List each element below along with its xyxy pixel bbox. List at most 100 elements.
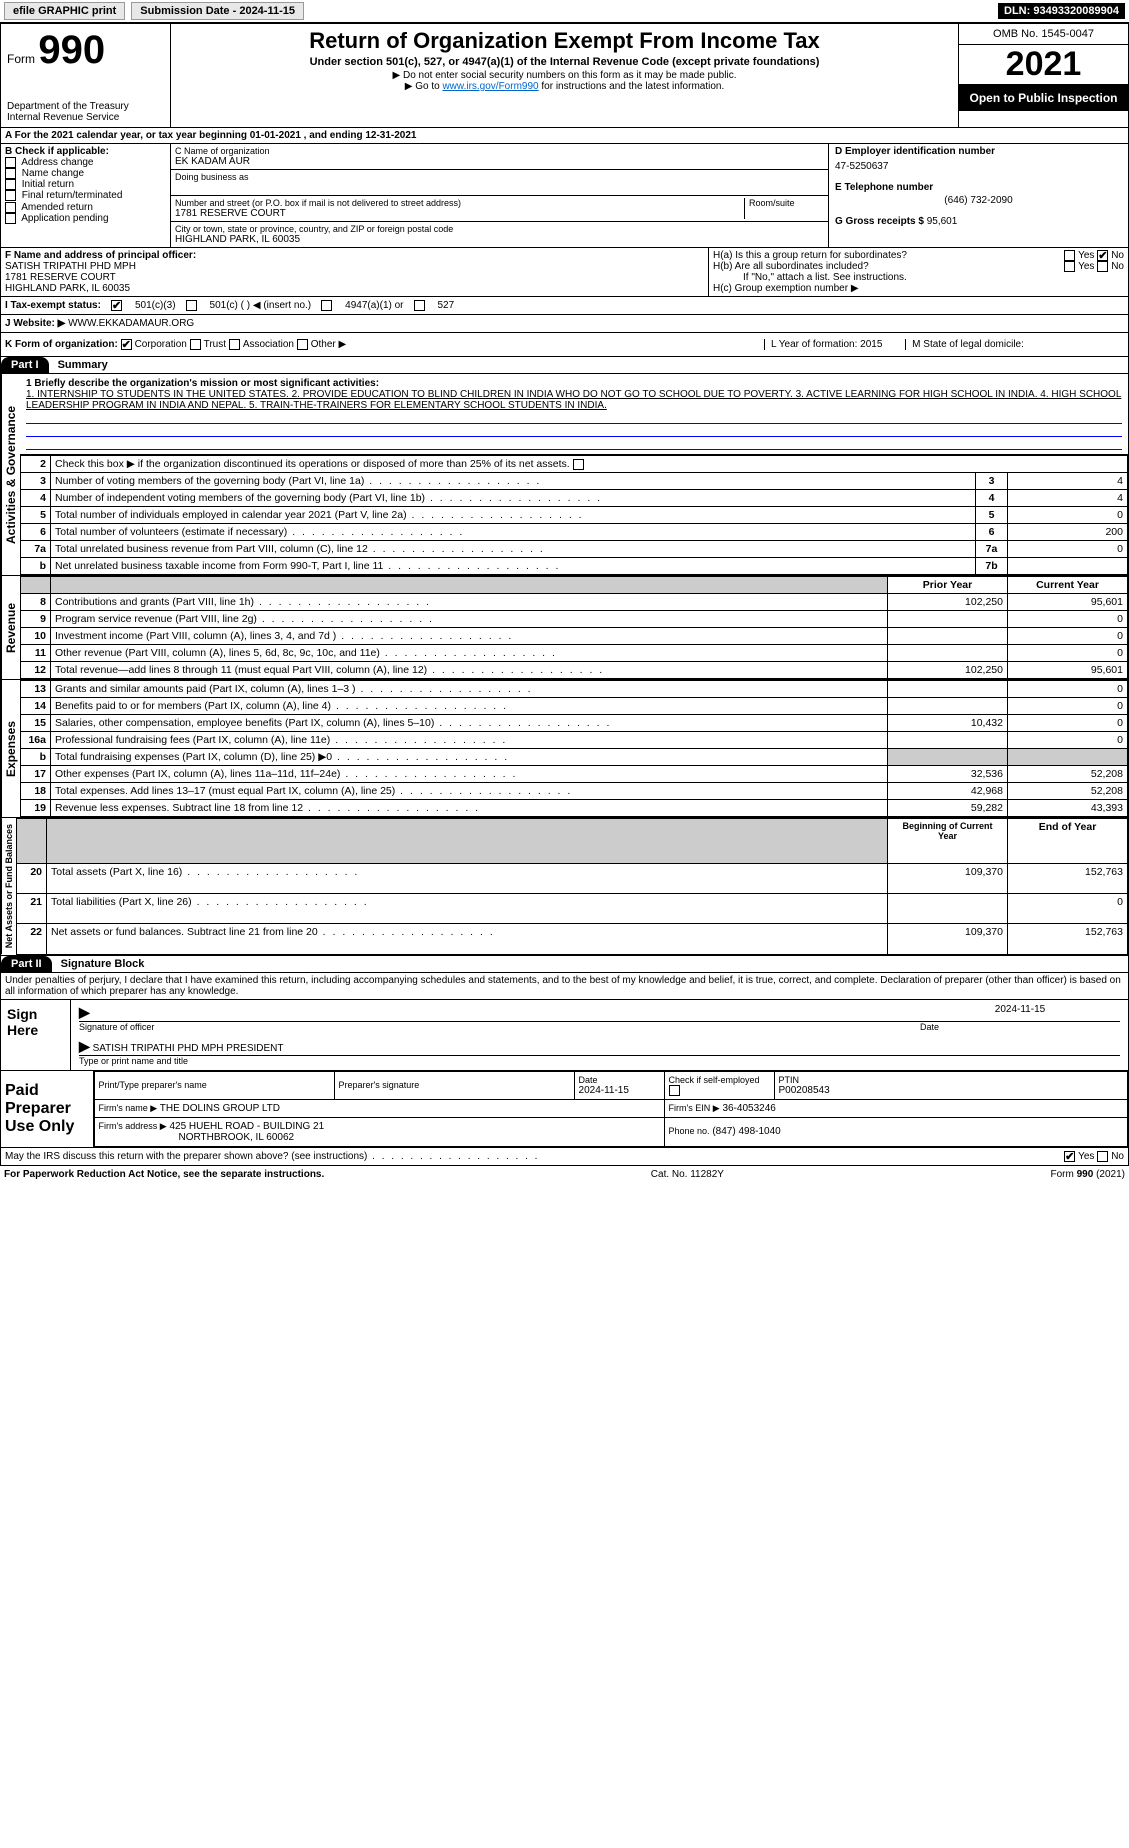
i-4947-checkbox[interactable] xyxy=(321,300,332,311)
boxb-item: Address change xyxy=(5,157,166,168)
irs-link[interactable]: www.irs.gov/Form990 xyxy=(442,81,538,92)
i-opt-3: 527 xyxy=(438,300,455,311)
discuss-yes-checkbox[interactable] xyxy=(1064,1151,1075,1162)
page-footer: For Paperwork Reduction Act Notice, see … xyxy=(0,1166,1129,1183)
omb-number: OMB No. 1545-0047 xyxy=(959,24,1128,45)
submission-date: 2024-11-15 xyxy=(239,5,295,17)
firm-addr-label: Firm's address ▶ xyxy=(99,1121,167,1131)
sig-date: 2024-11-15 xyxy=(920,1004,1120,1022)
hb-note: If "No," attach a list. See instructions… xyxy=(713,272,1124,283)
sign-here-block: Sign Here ▶ Signature of officer 2024-11… xyxy=(0,1000,1129,1071)
part2-title: Signature Block xyxy=(61,958,145,970)
k-assoc-checkbox[interactable] xyxy=(229,339,240,350)
pp-h4: Check if self-employed xyxy=(669,1075,770,1096)
table-row: bNet unrelated business taxable income f… xyxy=(21,558,1128,575)
period-mid: , and ending xyxy=(304,130,366,141)
pp-h2: Preparer's signature xyxy=(339,1080,570,1090)
phone-label: Phone no. xyxy=(669,1126,710,1136)
type-label: Type or print name and title xyxy=(79,1056,1120,1066)
j-label: J Website: ▶ xyxy=(5,318,65,329)
line2: Check this box ▶ if the organization dis… xyxy=(51,456,1128,473)
vlabel-net: Net Assets or Fund Balances xyxy=(1,818,16,954)
k-opt-3: Other ▶ xyxy=(311,339,346,350)
table-row: 14Benefits paid to or for members (Part … xyxy=(21,698,1128,715)
part1-body: Activities & Governance 1 Briefly descri… xyxy=(0,374,1129,576)
box-klm: K Form of organization: Corporation Trus… xyxy=(0,333,1129,357)
firm-name-label: Firm's name ▶ xyxy=(99,1103,158,1113)
k-trust-checkbox[interactable] xyxy=(190,339,201,350)
period-a-label: A xyxy=(5,130,15,141)
boxb-checkbox[interactable] xyxy=(5,190,16,201)
org-name: EK KADAM AUR xyxy=(175,156,824,167)
hb-yes-checkbox[interactable] xyxy=(1064,261,1075,272)
k-other-checkbox[interactable] xyxy=(297,339,308,350)
hdr-curr: Current Year xyxy=(1008,577,1128,594)
paid-prep-table: Print/Type preparer's name Preparer's si… xyxy=(94,1071,1128,1147)
exp-table: 13Grants and similar amounts paid (Part … xyxy=(20,680,1128,817)
boxb-checkbox[interactable] xyxy=(5,213,16,224)
firm-addr2: NORTHBROOK, IL 60062 xyxy=(179,1132,295,1143)
pp-date: 2024-11-15 xyxy=(579,1085,660,1096)
pp-h5: PTIN xyxy=(779,1075,1123,1085)
part2-label: Part II xyxy=(1,956,52,972)
i-opt-2: 4947(a)(1) or xyxy=(345,300,403,311)
table-row: 9Program service revenue (Part VIII, lin… xyxy=(21,611,1128,628)
street-value: 1781 RESERVE COURT xyxy=(175,208,744,219)
table-row: 6Total number of volunteers (estimate if… xyxy=(21,524,1128,541)
dln-value: 93493320089904 xyxy=(1033,5,1119,17)
box-h: H(a) Is this a group return for subordin… xyxy=(708,248,1128,296)
i-501c-checkbox[interactable] xyxy=(186,300,197,311)
irs-label: Internal Revenue Service xyxy=(7,112,164,123)
type-name: SATISH TRIPATHI PHD MPH PRESIDENT xyxy=(93,1043,284,1054)
box-c: C Name of organization EK KADAM AUR Doin… xyxy=(171,144,828,247)
ha-no-checkbox[interactable] xyxy=(1097,250,1108,261)
hb-yesno: Yes No xyxy=(1064,261,1124,272)
hb-no-checkbox[interactable] xyxy=(1097,261,1108,272)
hdr-end: End of Year xyxy=(1008,819,1128,863)
k-label: K Form of organization: xyxy=(5,339,118,350)
g-label: G Gross receipts $ xyxy=(835,216,924,227)
hdr-begin: Beginning of Current Year xyxy=(888,819,1008,863)
e-label: E Telephone number xyxy=(835,182,1122,193)
boxb-checkbox[interactable] xyxy=(5,202,16,213)
ha-yes-checkbox[interactable] xyxy=(1064,250,1075,261)
discuss-no-checkbox[interactable] xyxy=(1097,1151,1108,1162)
i-527-checkbox[interactable] xyxy=(414,300,425,311)
firm-name: THE DOLINS GROUP LTD xyxy=(160,1103,280,1114)
boxb-item: Amended return xyxy=(5,202,166,213)
i-opt-1: 501(c) ( ) ◀ (insert no.) xyxy=(210,300,312,311)
boxb-checkbox[interactable] xyxy=(5,157,16,168)
hb-label: H(b) Are all subordinates included? xyxy=(713,261,869,272)
date-label: Date xyxy=(920,1022,1120,1032)
officer-name: SATISH TRIPATHI PHD MPH xyxy=(5,261,704,272)
arrow-icon: ▶ xyxy=(79,1004,90,1020)
vlabel-gov: Activities & Governance xyxy=(1,374,20,575)
firm-ein: 36-4053246 xyxy=(722,1103,775,1114)
phone-value: (646) 732-2090 xyxy=(835,195,1122,206)
table-row: 15Salaries, other compensation, employee… xyxy=(21,715,1128,732)
street-label: Number and street (or P.O. box if mail i… xyxy=(175,198,744,208)
self-emp-checkbox[interactable] xyxy=(669,1085,680,1096)
submission-btn[interactable]: Submission Date - 2024-11-15 xyxy=(131,2,304,20)
firm-ein-label: Firm's EIN ▶ xyxy=(669,1103,720,1113)
table-row: 17Other expenses (Part IX, column (A), l… xyxy=(21,766,1128,783)
boxb-checkbox[interactable] xyxy=(5,179,16,190)
period-pre: For the 2021 calendar year, or tax year … xyxy=(15,130,250,141)
part1-label: Part I xyxy=(1,357,49,373)
k-corp-checkbox[interactable] xyxy=(121,339,132,350)
table-row: 20Total assets (Part X, line 16)109,3701… xyxy=(17,863,1128,893)
box-j: J Website: ▶ WWW.EKKADAMAUR.ORG xyxy=(0,315,1129,333)
table-row: 21Total liabilities (Part X, line 26)0 xyxy=(17,894,1128,924)
city-value: HIGHLAND PARK, IL 60035 xyxy=(175,234,824,245)
hdr-prior: Prior Year xyxy=(888,577,1008,594)
line2-checkbox[interactable] xyxy=(573,459,584,470)
mission-label: 1 Briefly describe the organization's mi… xyxy=(26,378,1122,389)
part2-header: Part II Signature Block xyxy=(0,956,1129,973)
form-id: Form 990 xyxy=(7,28,164,73)
table-row: 13Grants and similar amounts paid (Part … xyxy=(21,681,1128,698)
boxb-checkbox[interactable] xyxy=(5,168,16,179)
dept-treasury: Department of the Treasury xyxy=(7,101,164,112)
box-f: F Name and address of principal officer:… xyxy=(1,248,708,296)
i-501c3-checkbox[interactable] xyxy=(111,300,122,311)
table-row: 4Number of independent voting members of… xyxy=(21,490,1128,507)
